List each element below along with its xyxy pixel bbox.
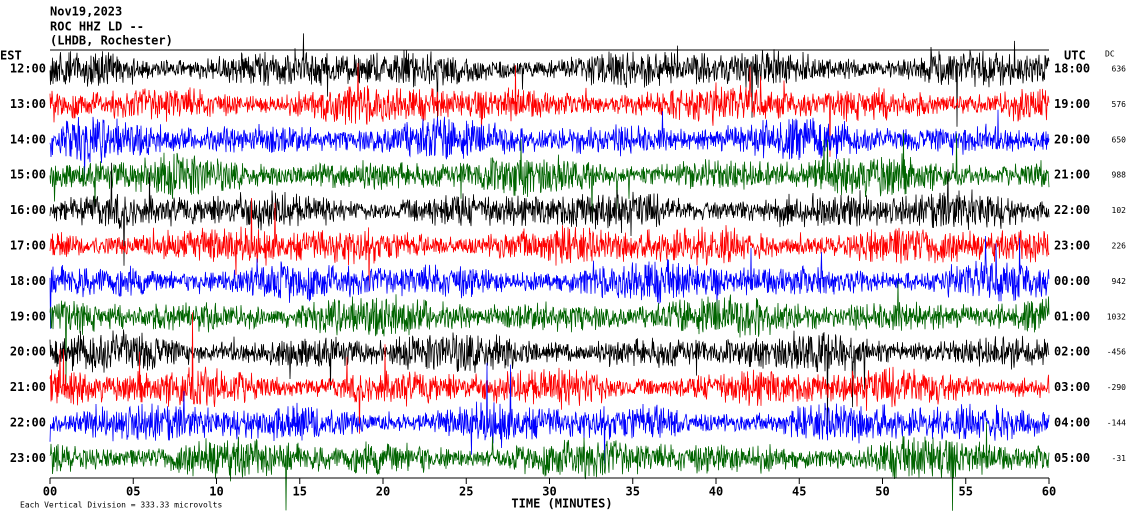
x-tick-label: 15 — [293, 485, 307, 499]
x-axis-label: TIME (MINUTES) — [511, 497, 612, 511]
left-axis-label: EST — [0, 49, 22, 63]
dc-value: 226 — [1112, 242, 1127, 251]
utc-time-label: 01:00 — [1054, 309, 1090, 323]
x-tick-label: 35 — [626, 485, 640, 499]
utc-time-label: 00:00 — [1054, 274, 1090, 288]
local-time-label: 16:00 — [10, 203, 46, 217]
seismic-trace — [49, 421, 1050, 511]
local-time-label: 23:00 — [10, 451, 46, 465]
dc-value: 102 — [1112, 206, 1127, 215]
seismic-trace — [49, 197, 1050, 291]
utc-time-label: 23:00 — [1054, 239, 1090, 253]
utc-time-label: 19:00 — [1054, 97, 1090, 111]
seismic-trace — [49, 132, 1050, 222]
utc-time-label: 04:00 — [1054, 416, 1090, 430]
seismic-trace — [49, 329, 1050, 426]
utc-time-label: 18:00 — [1054, 62, 1090, 76]
local-time-label: 17:00 — [10, 239, 46, 253]
utc-time-label: 02:00 — [1054, 345, 1090, 359]
x-tick-label: 40 — [709, 485, 723, 499]
x-tick-label: 55 — [959, 485, 973, 499]
dc-value: 650 — [1112, 135, 1127, 144]
station: (LHDB, Rochester) — [50, 34, 173, 48]
title: Nov19,2023 — [50, 5, 122, 19]
x-tick-label: 10 — [209, 485, 223, 499]
local-time-label: 20:00 — [10, 345, 46, 359]
x-tick-label: 25 — [459, 485, 473, 499]
local-time-label: 13:00 — [10, 97, 46, 111]
local-time-label: 18:00 — [10, 274, 46, 288]
dc-value: -456 — [1107, 348, 1126, 357]
dc-value: 576 — [1112, 100, 1127, 109]
x-tick-label: 30 — [542, 485, 556, 499]
seismic-trace — [49, 33, 1050, 127]
dc-value: 988 — [1112, 171, 1127, 180]
dc-label: DC — [1105, 50, 1115, 59]
x-tick-label: 20 — [376, 485, 390, 499]
seismic-trace — [49, 162, 1050, 266]
dc-value: 942 — [1112, 277, 1127, 286]
utc-time-label: 22:00 — [1054, 203, 1090, 217]
footer: Each Vertical Division = 333.33 microvol… — [20, 501, 222, 510]
x-tick-label: 45 — [792, 485, 806, 499]
dc-value: -31 — [1112, 454, 1127, 463]
x-tick-label: 50 — [875, 485, 889, 499]
local-time-label: 14:00 — [10, 132, 46, 146]
local-time-label: 12:00 — [10, 62, 46, 76]
x-tick-label: 60 — [1042, 485, 1056, 499]
local-time-label: 22:00 — [10, 416, 46, 430]
dc-value: 1032 — [1107, 312, 1126, 321]
seismic-trace — [49, 109, 1050, 180]
utc-time-label: 03:00 — [1054, 380, 1090, 394]
dc-value: 636 — [1112, 65, 1127, 74]
local-time-label: 21:00 — [10, 380, 46, 394]
seismic-trace — [49, 280, 1050, 385]
x-tick-label: 05 — [126, 485, 140, 499]
seismic-trace — [49, 362, 1050, 464]
seismic-trace — [49, 312, 1050, 434]
right-axis-label: UTC — [1064, 49, 1086, 63]
dc-value: -290 — [1107, 383, 1126, 392]
subtitle: ROC HHZ LD -- — [50, 20, 144, 34]
seismic-trace — [49, 235, 1050, 329]
local-time-label: 15:00 — [10, 168, 46, 182]
dc-value: -144 — [1107, 419, 1126, 428]
traces — [49, 33, 1050, 511]
local-time-label: 19:00 — [10, 309, 46, 323]
utc-time-label: 05:00 — [1054, 451, 1090, 465]
seismic-trace — [49, 62, 1050, 157]
utc-time-label: 20:00 — [1054, 132, 1090, 146]
utc-time-label: 21:00 — [1054, 168, 1090, 182]
x-tick-label: 00 — [43, 485, 57, 499]
